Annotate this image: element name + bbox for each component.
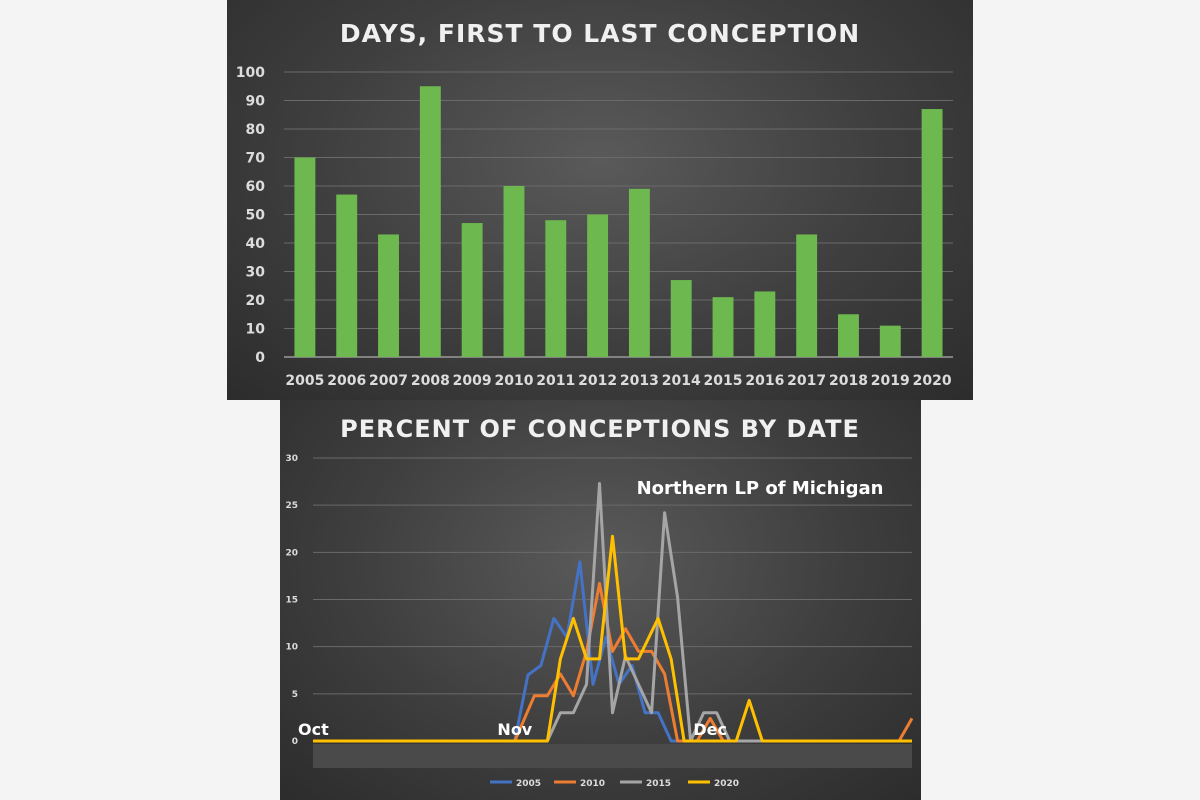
bar-y-tick-label: 0 [255,350,265,366]
bar-2013 [628,188,650,357]
bar-x-tick-label: 2007 [369,373,408,389]
bar-y-tick-label: 60 [246,179,266,195]
line-x-month-label: Oct [298,720,329,739]
bar-2009 [461,223,483,357]
bar-2016 [754,291,776,357]
line-y-tick-label: 30 [285,454,298,464]
bar-x-tick-label: 2019 [871,373,910,389]
bar-2005 [294,157,316,357]
bar-x-tick-label: 2010 [494,373,533,389]
line-series-2005 [313,560,912,743]
bar-y-tick-label: 40 [246,236,266,252]
legend-label-2005: 2005 [516,779,541,789]
line-chart-title: PERCENT OF CONCEPTIONS BY DATE [340,415,860,443]
bar-chart-panel: DAYS, FIRST TO LAST CONCEPTION 0 10 20 30 40… [227,0,973,400]
legend-label-2010: 2010 [580,779,605,789]
bar-2011 [545,220,567,357]
bar-x-tick-label: 2018 [829,373,868,389]
line-chart-panel: PERCENT OF CONCEPTIONS BY DATE Northern … [280,400,921,800]
bar-x-tick-label: 2011 [536,373,575,389]
bar-y-tick-label: 30 [246,265,266,281]
line-x-month-label: Dec [693,720,727,739]
bar-x-tick-label: 2015 [704,373,743,389]
bar-x-tick-label: 2014 [662,373,701,389]
bar-2010 [503,186,525,357]
line-y-tick-label: 0 [292,737,298,747]
bar-x-tick-label: 2008 [411,373,450,389]
bar-y-tick-label: 10 [246,322,266,338]
line-chart: PERCENT OF CONCEPTIONS BY DATE Northern … [285,415,914,789]
line-chart-annotation: Northern LP of Michigan [637,478,884,499]
bar-x-tick-label: 2005 [285,373,324,389]
bar-chart: DAYS, FIRST TO LAST CONCEPTION 0 10 20 30 40… [236,19,953,389]
line-y-tick-label: 25 [285,501,298,511]
bar-2017 [796,234,818,357]
bar-2006 [336,194,358,357]
line-y-tick-label: 5 [292,690,298,700]
line-y-tick-label: 10 [285,643,298,653]
bar-y-tick-label: 50 [246,208,266,224]
line-series-2015 [313,482,912,743]
line-y-tick-label: 20 [285,548,298,558]
bar-x-tick-label: 2013 [620,373,659,389]
legend-label-2020: 2020 [714,779,739,789]
legend-label-2015: 2015 [646,779,671,789]
bar-2020 [921,109,943,357]
bar-2015 [712,297,734,357]
bar-2008 [419,86,441,357]
line-series-2020 [313,534,912,743]
bar-2019 [879,325,901,357]
bar-2014 [670,280,692,357]
bar-2018 [838,314,859,357]
bar-y-tick-label: 90 [246,94,266,110]
bar-chart-title: DAYS, FIRST TO LAST CONCEPTION [340,19,860,48]
bar-x-tick-label: 2020 [913,373,952,389]
bar-y-tick-label: 70 [246,151,266,167]
bar-x-tick-label: 2017 [787,373,826,389]
bar-y-tick-label: 20 [246,293,266,309]
bar-y-tick-label: 80 [246,122,266,138]
bar-x-tick-label: 2016 [745,373,784,389]
bar-y-tick-label: 100 [236,65,265,81]
line-x-axis-band [313,744,912,768]
line-series-2010 [313,582,914,743]
bar-x-tick-label: 2006 [327,373,366,389]
bar-x-tick-label: 2012 [578,373,617,389]
line-x-month-label: Nov [497,720,532,739]
bar-2012 [587,214,609,357]
bar-x-tick-label: 2009 [453,373,492,389]
line-y-tick-label: 15 [285,596,298,606]
bar-2007 [378,234,399,357]
